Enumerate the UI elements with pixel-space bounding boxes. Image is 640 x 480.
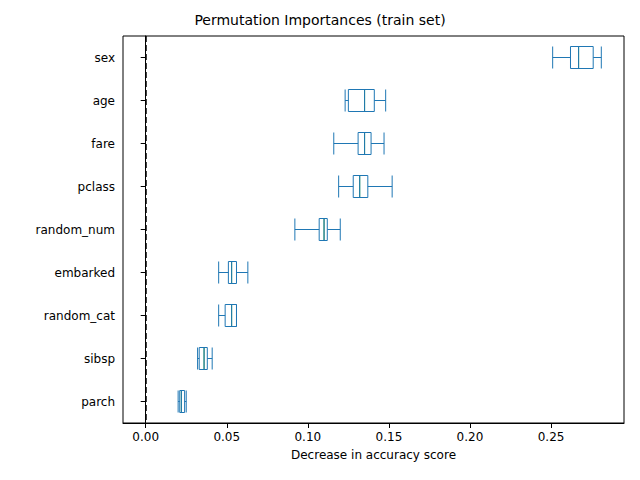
svg-text:pclass: pclass: [78, 180, 115, 194]
svg-text:0.15: 0.15: [376, 430, 403, 444]
svg-text:0.10: 0.10: [294, 430, 321, 444]
svg-text:parch: parch: [81, 395, 115, 409]
svg-text:Permutation Importances (train: Permutation Importances (train set): [194, 12, 445, 28]
svg-text:fare: fare: [91, 137, 115, 151]
svg-text:0.20: 0.20: [457, 430, 484, 444]
svg-text:random_num: random_num: [36, 223, 115, 237]
svg-text:Decrease in accuracy score: Decrease in accuracy score: [291, 448, 456, 462]
svg-text:0.25: 0.25: [538, 430, 565, 444]
svg-text:0.05: 0.05: [213, 430, 240, 444]
svg-text:age: age: [93, 94, 115, 108]
svg-text:sex: sex: [94, 51, 115, 65]
svg-text:0.00: 0.00: [132, 430, 159, 444]
svg-text:sibsp: sibsp: [84, 352, 115, 366]
svg-text:random_cat: random_cat: [44, 309, 115, 323]
svg-text:embarked: embarked: [55, 266, 116, 280]
